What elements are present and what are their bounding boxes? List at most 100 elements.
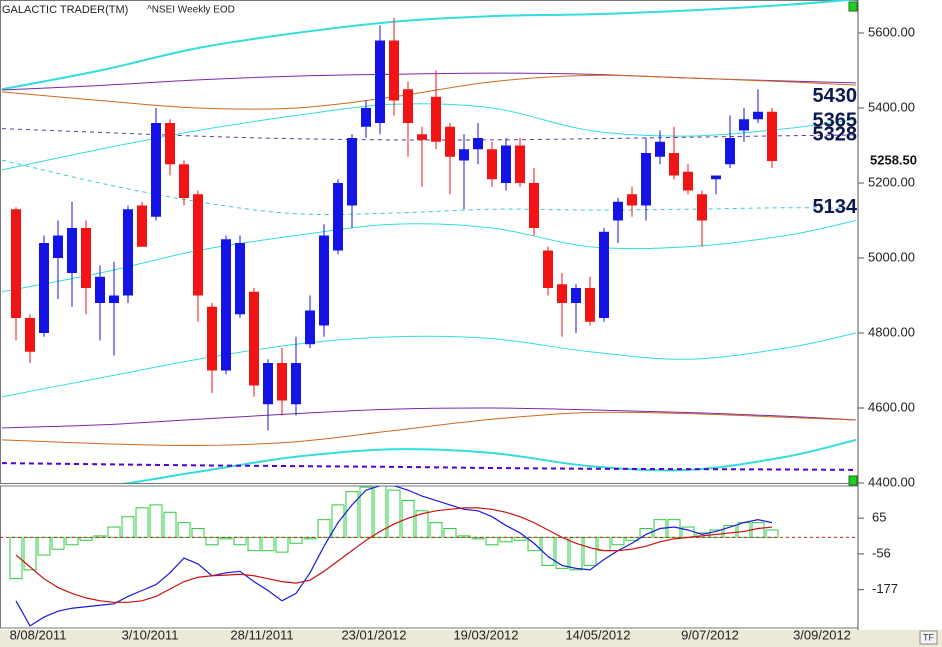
candle-body — [459, 149, 469, 161]
level-annotation: 5365 — [813, 109, 858, 131]
candle-body — [543, 250, 553, 288]
candle-body — [221, 239, 231, 371]
histogram-bar — [443, 528, 457, 538]
candle-body — [361, 108, 371, 127]
histogram-bar — [597, 536, 611, 552]
indicator-line — [15, 486, 773, 627]
histogram-bar — [289, 536, 303, 544]
candle-body — [39, 243, 49, 333]
candle-body — [25, 318, 35, 352]
candle-body — [207, 306, 217, 371]
candle-body — [599, 231, 609, 318]
candle-body — [193, 194, 203, 296]
axes: 4400.00 4600.00 4800.00 5000.00 5200.00 5400.… — [10, 24, 917, 642]
chart-title: GALACTIC TRADER(TM) — [2, 4, 128, 16]
candle-body — [487, 149, 497, 180]
candle-body — [627, 194, 637, 206]
envelope-line — [1, 159, 857, 216]
candle-body — [725, 138, 735, 165]
histogram-bar — [569, 536, 583, 571]
chart-subtitle: ^NSEI Weekly EOD — [147, 5, 235, 16]
histogram-bar — [51, 536, 65, 550]
indicator-line — [15, 507, 773, 603]
histogram-bar — [541, 536, 555, 566]
candle-body — [235, 243, 245, 315]
candle-body — [613, 201, 623, 221]
candle-body — [67, 228, 77, 273]
histogram-bar — [205, 536, 219, 546]
candle-body — [445, 126, 455, 157]
histogram-bar — [765, 529, 779, 538]
envelope-line — [1, 74, 857, 110]
candle-body — [263, 363, 273, 405]
candle-body — [179, 164, 189, 198]
x-tick-label: 8/08/2011 — [10, 627, 67, 642]
y-tick-label: 4400.00 — [868, 474, 915, 489]
candle-body — [137, 205, 147, 247]
histogram-bar — [499, 536, 513, 543]
candle-body — [375, 40, 385, 123]
candle-body — [557, 284, 567, 303]
candle-body — [585, 288, 595, 322]
level-annotation: 5328 — [813, 123, 858, 145]
envelope-line — [122, 438, 857, 483]
histogram-bar — [107, 526, 121, 538]
candle-body — [753, 111, 763, 120]
histogram-bar — [345, 491, 359, 538]
candle-body — [767, 111, 777, 162]
y-tick-label: 5200.00 — [868, 174, 915, 189]
envelope-line — [1, 411, 857, 447]
histogram-bar — [37, 536, 51, 556]
histogram-bar — [177, 522, 191, 538]
histogram-bar — [219, 536, 233, 540]
candle-body — [403, 89, 413, 123]
x-tick-label: 9/07/2012 — [681, 627, 739, 642]
histogram-bar — [387, 489, 401, 538]
x-tick-label: 3/09/2012 — [793, 627, 851, 642]
histogram-bar — [555, 536, 569, 569]
histogram-bar — [93, 535, 107, 538]
histogram-bar — [583, 536, 597, 566]
y-tick-label: 5400.00 — [868, 99, 915, 114]
candle-body — [333, 183, 343, 251]
histogram-bar — [163, 511, 177, 538]
histogram-bar — [331, 504, 345, 538]
candle-body — [165, 123, 175, 165]
candle-body — [697, 194, 707, 221]
envelope-line — [1, 462, 857, 471]
x-tick-label: 14/05/2012 — [565, 627, 630, 642]
pane-handle — [848, 1, 858, 12]
envelope-line — [1, 407, 857, 429]
candle-body — [711, 175, 721, 180]
candle-body — [11, 209, 21, 318]
level-annotation: 5430 — [813, 85, 858, 107]
histogram-bar — [611, 536, 625, 546]
x-tick-label: 3/10/2011 — [122, 627, 179, 642]
candle-body — [277, 363, 287, 401]
histogram-bar — [317, 519, 331, 538]
histogram-bar — [149, 504, 163, 538]
tf-button[interactable] — [919, 630, 938, 645]
histogram-bar — [65, 536, 79, 546]
candle-body — [515, 145, 525, 183]
envelope-line — [1, 0, 857, 91]
last-price-label: 5258.50 — [870, 153, 917, 168]
level-annotation: 5134 — [813, 196, 858, 218]
y-tick-label: 4600.00 — [868, 399, 915, 414]
histogram-bar — [303, 536, 317, 540]
candle-body — [151, 123, 161, 217]
histogram-bar — [401, 499, 415, 538]
histogram-bar — [275, 536, 289, 553]
candle-body — [431, 96, 441, 142]
candle-body — [319, 235, 329, 326]
candle-body — [249, 291, 259, 386]
y-tick-label: 5600.00 — [868, 24, 915, 39]
price-plot — [1, 0, 857, 483]
candle-body — [389, 40, 399, 101]
y-tick-label: 65 — [872, 510, 886, 525]
histogram-bar — [121, 516, 135, 538]
histogram-bar — [639, 528, 653, 538]
histogram-bar — [233, 536, 247, 546]
